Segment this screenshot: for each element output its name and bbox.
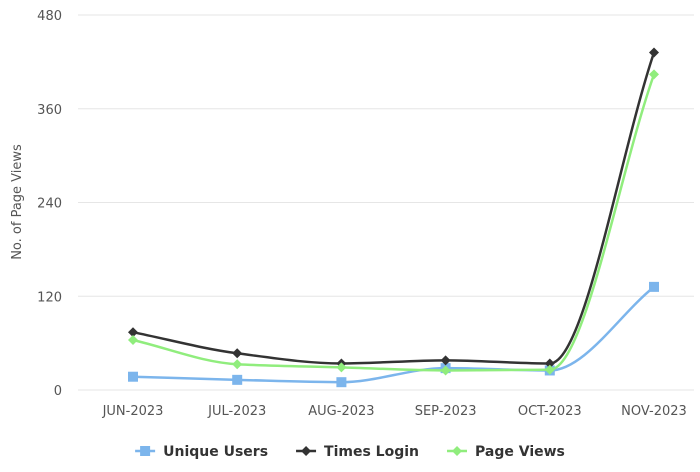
data-point-page-views — [232, 359, 243, 370]
legend-marker — [301, 446, 312, 456]
x-tick-label: NOV-2023 — [621, 404, 687, 419]
y-tick-label: 0 — [54, 384, 62, 399]
data-point-times-login — [544, 358, 555, 369]
data-point-unique-users — [649, 281, 659, 292]
x-tick-label: AUG-2023 — [308, 404, 374, 419]
series-unique-users — [128, 281, 659, 388]
series-line-unique-users — [131, 285, 656, 384]
data-point-page-views — [336, 362, 347, 373]
data-point-page-views — [128, 335, 138, 345]
data-point-page-views — [440, 365, 451, 376]
y-tick-label: 360 — [37, 103, 62, 118]
y-tick-label: 120 — [37, 290, 62, 305]
legend-label: Times Login — [324, 444, 419, 460]
y-tick-label: 240 — [37, 197, 62, 212]
series-line-times-login — [131, 51, 656, 365]
data-point-times-login — [232, 348, 243, 359]
legend-label: Unique Users — [163, 444, 268, 460]
y-tick-label: 480 — [37, 9, 62, 24]
x-tick-label: SEP-2023 — [415, 404, 477, 419]
legend-label: Page Views — [475, 444, 565, 460]
x-tick-label: JUN-2023 — [102, 404, 164, 419]
x-tick-label: OCT-2023 — [518, 404, 582, 419]
data-point-times-login — [440, 355, 451, 366]
legend-marker — [452, 446, 463, 456]
legend-item[interactable]: Times Login — [296, 444, 419, 460]
series-line-page-views — [131, 73, 656, 372]
data-point-unique-users — [128, 371, 138, 382]
legend: Unique Users Times Login Page Views — [135, 444, 565, 460]
data-point-page-views — [649, 69, 659, 80]
series-page-views — [128, 69, 659, 376]
legend-marker — [140, 446, 151, 456]
x-axis-ticks: JUN-2023 JUL-2023 AUG-2023 SEP-2023 OCT-2023… — [102, 404, 687, 419]
y-axis-ticks: 0 120 240 360 480 — [37, 9, 62, 399]
series-layer — [128, 47, 659, 388]
legend-item[interactable]: Unique Users — [135, 444, 268, 460]
data-point-unique-users — [336, 377, 347, 388]
data-point-times-login — [649, 47, 659, 58]
series-times-login — [128, 47, 659, 369]
data-point-page-views — [544, 364, 555, 375]
data-point-unique-users — [232, 374, 243, 385]
y-axis-title: No. of Page Views — [10, 144, 25, 260]
legend-item[interactable]: Page Views — [447, 444, 565, 460]
grid-layer — [78, 14, 694, 391]
x-tick-label: JUL-2023 — [207, 404, 266, 419]
data-point-times-login — [128, 327, 138, 338]
